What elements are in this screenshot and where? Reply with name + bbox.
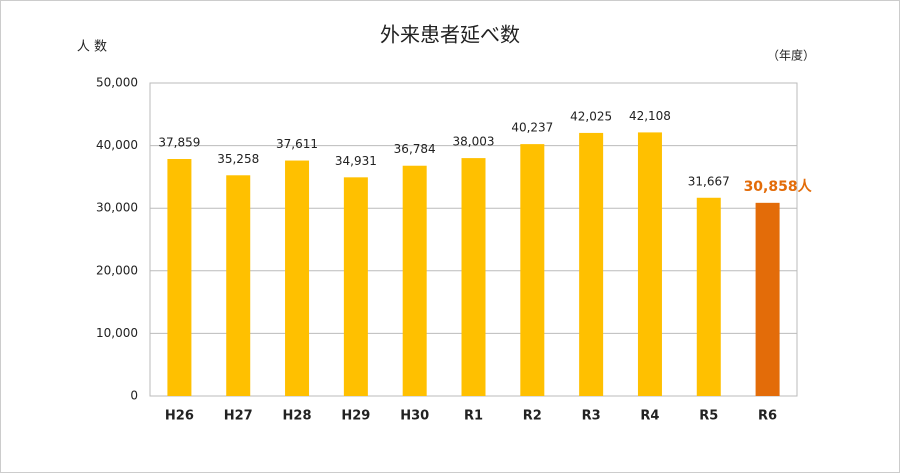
chart-title: 外来患者延べ数 (380, 23, 520, 47)
x-unit: （年度） (767, 48, 815, 63)
x-tick-label: R3 (582, 409, 601, 424)
y-axis-label: 人 数 (77, 40, 107, 55)
value-label: 36,784 (394, 142, 436, 156)
bar (285, 160, 310, 396)
x-tick-label: H30 (400, 409, 429, 424)
value-label: 30,858人 (744, 178, 813, 195)
value-label: 31,667 (688, 174, 730, 188)
bar (520, 144, 545, 396)
x-tick-label: H28 (283, 409, 312, 424)
x-tick-label: R4 (640, 409, 659, 424)
x-tick-label: R5 (699, 409, 718, 424)
value-label: 38,003 (453, 135, 495, 149)
bar (637, 132, 662, 396)
value-label: 37,611 (276, 137, 318, 151)
bar (402, 165, 427, 396)
value-label: 42,108 (629, 109, 671, 123)
y-tick-label: 50,000 (96, 76, 138, 90)
x-tick-label: R6 (758, 409, 777, 424)
x-tick-label: R2 (523, 409, 542, 424)
bar (579, 132, 604, 396)
x-tick-label: H26 (165, 409, 194, 424)
value-label: 34,931 (335, 154, 377, 168)
value-label: 37,859 (158, 136, 200, 150)
y-tick-label: 0 (130, 389, 138, 403)
x-tick-label: H29 (341, 409, 370, 424)
bar (755, 202, 780, 396)
y-tick-label: 20,000 (96, 263, 138, 277)
x-tick-label: H27 (224, 409, 253, 424)
bar (461, 158, 486, 396)
x-tick-label: R1 (464, 409, 483, 424)
y-tick-label: 40,000 (96, 138, 138, 152)
bar (343, 177, 368, 396)
bar (696, 197, 721, 396)
value-label: 40,237 (511, 121, 553, 135)
y-tick-label: 30,000 (96, 201, 138, 215)
y-tick-label: 10,000 (96, 326, 138, 340)
value-label: 35,258 (217, 152, 259, 166)
bar (226, 175, 251, 396)
value-label: 42,025 (570, 109, 612, 123)
bar (167, 159, 192, 396)
